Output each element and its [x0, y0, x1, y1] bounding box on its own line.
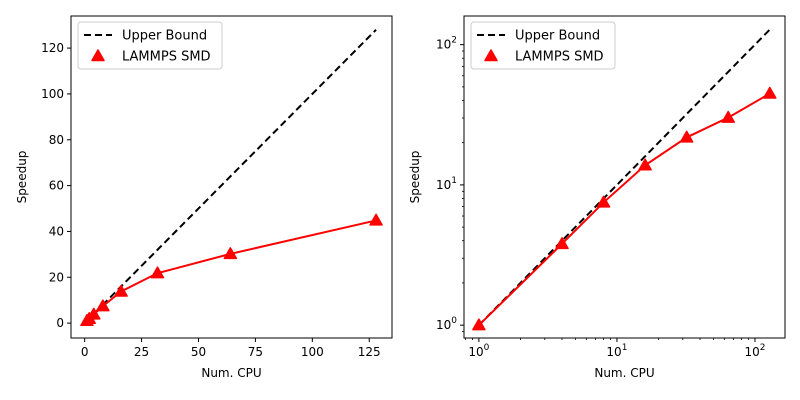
- x-axis-label: Num. CPU: [594, 366, 654, 380]
- legend-label: Upper Bound: [122, 29, 207, 44]
- lammps-smd-point: [114, 284, 128, 297]
- log-speedup-chart: 100 101 102 100 101 102 Num. CPU Speedup Upper B…: [408, 15, 786, 380]
- y-tick-label: 80: [49, 133, 64, 147]
- y-tick-label: 0: [56, 316, 64, 330]
- x-tick-label: 0: [81, 345, 89, 359]
- linear-speedup-chart: 0 25 50 75 100 125 0 20 40 60 80 100 120 Num. CPU Spee…: [15, 15, 393, 380]
- y-tick-label: 101: [436, 176, 457, 192]
- lammps-smd-point: [96, 299, 110, 312]
- x-tick-label: 50: [191, 345, 206, 359]
- y-axis-label: Speedup: [15, 151, 29, 204]
- x-tick-label: 100: [301, 345, 324, 359]
- y-tick-label: 60: [49, 179, 64, 193]
- lammps-smd-point: [555, 237, 569, 250]
- lammps-smd-point: [596, 195, 611, 208]
- upper-bound-line: [478, 28, 771, 326]
- legend-label: LAMMPS SMD: [515, 50, 604, 65]
- lammps-smd-point: [369, 213, 383, 226]
- legend-lammps-smd-swatch: [91, 49, 105, 62]
- x-tick-label: 102: [744, 343, 765, 359]
- x-tick-label: 25: [134, 345, 149, 359]
- x-tick-label: 75: [248, 345, 263, 359]
- x-tick-label: 100: [468, 343, 489, 359]
- upper-bound-line: [86, 29, 377, 322]
- lammps-smd-point: [763, 86, 777, 99]
- plot-frame: [70, 15, 393, 339]
- legend-box: [470, 21, 616, 70]
- y-axis-label: Speedup: [408, 151, 422, 204]
- y-tick-label: 102: [436, 36, 457, 52]
- lammps-smd-line: [86, 219, 377, 322]
- plot-frame: [463, 15, 786, 339]
- lammps-smd-line: [478, 92, 771, 326]
- lammps-smd-point: [721, 110, 735, 123]
- x-tick-label: 101: [606, 343, 627, 359]
- legend-lammps-smd-swatch: [484, 49, 498, 62]
- lammps-smd-point: [87, 307, 101, 320]
- lammps-smd-point: [638, 158, 652, 171]
- y-tick-label: 40: [49, 224, 64, 238]
- x-axis-label: Num. CPU: [201, 366, 261, 380]
- x-tick-label: 125: [358, 345, 381, 359]
- lammps-smd-point: [679, 130, 694, 143]
- lammps-smd-point: [223, 247, 238, 260]
- y-tick-label: 120: [41, 41, 64, 55]
- legend-label: LAMMPS SMD: [122, 50, 211, 65]
- y-tick-label: 100: [436, 316, 457, 332]
- y-tick-label: 100: [41, 87, 64, 101]
- lammps-smd-point: [150, 266, 165, 279]
- lammps-smd-point: [472, 318, 486, 331]
- legend-label: Upper Bound: [515, 29, 600, 44]
- legend-box: [77, 21, 223, 70]
- y-tick-label: 20: [49, 270, 64, 284]
